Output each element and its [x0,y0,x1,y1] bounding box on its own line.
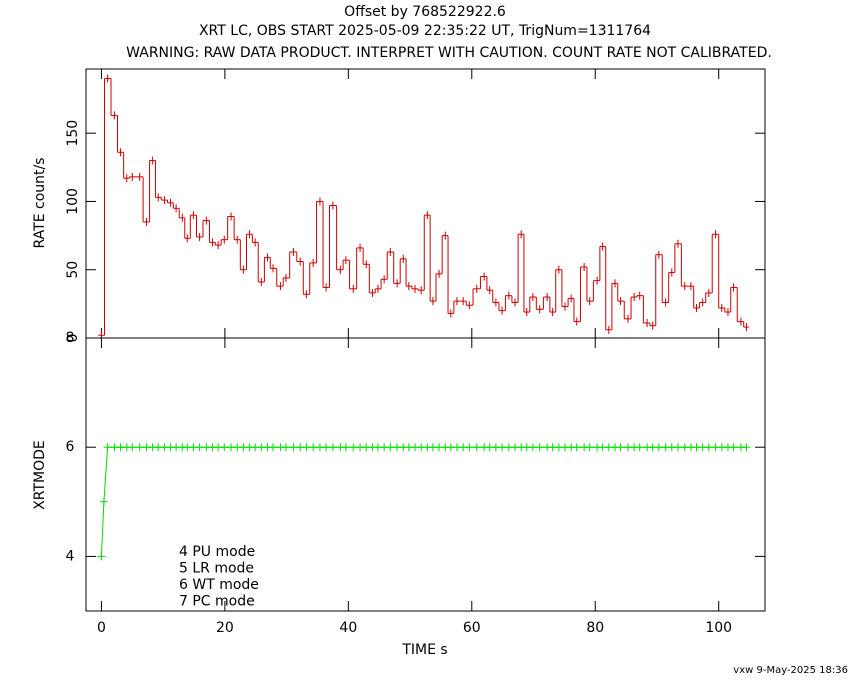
y-tick-label: 6 [66,439,75,455]
mode-marker [742,443,751,452]
mode-marker [341,443,350,452]
mode-marker [704,443,713,452]
x-tick-label: 0 [97,620,106,636]
mode-line [100,446,747,557]
warning: WARNING: RAW DATA PRODUCT. INTERPRET WIT… [126,45,772,61]
y-tick-label: 4 [66,548,75,564]
mode-marker [673,443,682,452]
x-tick-label: 80 [586,620,604,636]
x-tick-label: 60 [463,620,481,636]
mode-marker [220,443,229,452]
legend-note: 7 PC mode [179,594,255,610]
legend-note: 5 LR mode [179,561,254,577]
mode-marker [103,443,112,452]
chart-title: Offset by 768522922.6 [344,4,506,20]
mode-marker [465,443,474,452]
y-tick-label: 8 [66,330,75,346]
footer: vxw 9-May-2025 18:36 [733,665,848,676]
mode-marker [386,443,395,452]
mode-marker [585,443,594,452]
mode-marker [349,443,358,452]
mode-marker [302,443,311,452]
legend-note: 4 PU mode [179,544,255,560]
y-tick-label: 100 [65,188,81,215]
mode-marker [97,552,106,561]
x-tick-label: 20 [216,620,234,636]
x-tick-label: 40 [339,620,357,636]
y-tick-label: 50 [65,261,81,279]
mode-marker [99,497,108,506]
mode-marker [654,443,663,452]
mode-marker [269,443,278,452]
mode-marker [281,443,290,452]
plot-frame [85,337,766,612]
plot-frame [85,68,766,339]
mode-marker [322,443,331,452]
y-tick-label: 150 [65,120,81,147]
y-axis-label: XRTMODE [32,440,48,510]
mode-marker [616,443,625,452]
y-axis-label: RATE count/s [32,157,48,248]
mode-marker [309,443,318,452]
mode-marker [472,443,481,452]
x-tick-label: 100 [705,620,732,636]
mode-marker [498,443,507,452]
chart-subtitle: XRT LC, OBS START 2025-05-09 22:35:22 UT… [199,23,651,39]
x-axis-label: TIME s [401,642,447,658]
mode-marker [635,443,644,452]
mode-marker [195,443,204,452]
mode-marker [729,443,738,452]
mode-marker [328,443,337,452]
mode-marker [128,443,137,452]
legend-note: 6 WT mode [179,577,259,593]
mode-marker [289,443,298,452]
mode-marker [135,443,144,452]
mode-marker [572,443,581,452]
mode-marker [528,443,537,452]
y-tick-label: 0 [65,334,81,343]
mode-marker [535,443,544,452]
